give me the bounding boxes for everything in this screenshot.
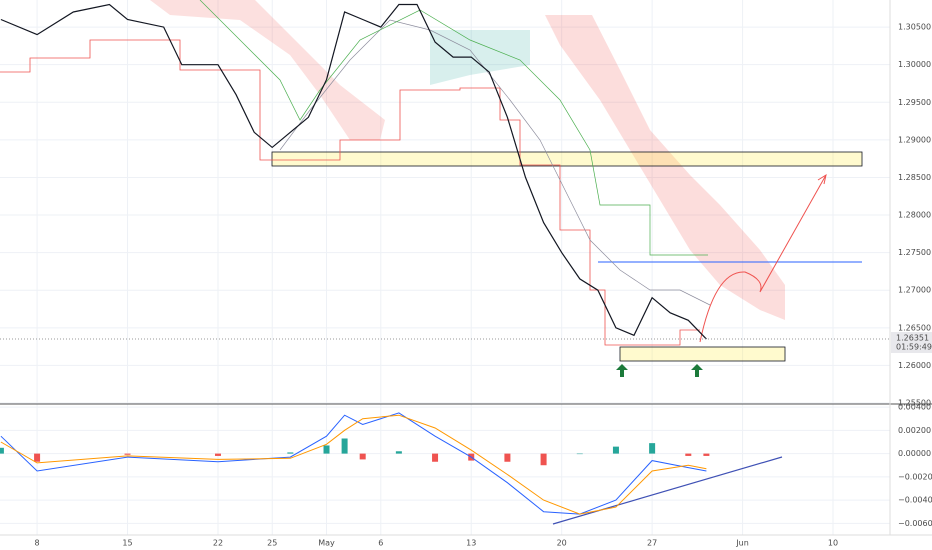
x-tick-label: 6: [378, 539, 383, 548]
tenkan-line: [279, 19, 711, 306]
support-zone: [619, 346, 786, 362]
countdown-label: 01:59:49: [896, 343, 932, 352]
x-tick-label: 8: [35, 539, 40, 548]
y-tick-label: 1.30000: [898, 60, 931, 69]
x-tick-label: Jun: [735, 539, 749, 548]
histogram-bar: [649, 443, 656, 454]
histogram-bar: [0, 447, 4, 454]
resistance-zone: [271, 151, 863, 167]
y-tick-label: 1.28000: [898, 211, 931, 220]
y-tick-label: −0.00200: [898, 472, 932, 481]
projection-arrow: [699, 173, 827, 343]
drawings: [0, 0, 932, 536]
histogram-bar: [395, 451, 402, 454]
y-tick-label: 1.26000: [898, 361, 931, 370]
histogram-bar: [685, 453, 692, 456]
trend-line: [552, 456, 783, 525]
histogram-bar: [359, 453, 366, 460]
histogram-bar: [287, 452, 294, 454]
histogram-bar: [576, 453, 583, 455]
y-tick-label: 0.00000: [898, 449, 931, 458]
y-tick-label: 1.28500: [898, 173, 931, 182]
y-tick-label: 1.25500: [898, 399, 931, 408]
ichimoku-cloud: [150, 0, 385, 140]
y-tick-label: 0.00400: [898, 403, 931, 412]
y-tick-label: 1.30500: [898, 23, 931, 32]
macd-line: [0, 414, 707, 515]
histogram-bar: [703, 453, 710, 456]
grid: [0, 0, 890, 535]
histogram-bar: [341, 438, 348, 454]
y-tick-label: −0.00600: [898, 519, 932, 528]
x-tick-label: May: [318, 539, 335, 548]
ichimoku-cloud: [545, 15, 785, 320]
y-tick-label: 1.27500: [898, 248, 931, 257]
histogram-bar: [323, 445, 330, 454]
arrow-up: [691, 364, 703, 377]
histogram-bar: [124, 453, 131, 455]
macd-line: [0, 412, 707, 515]
x-tick-label: 13: [466, 539, 476, 548]
histogram-bar: [432, 453, 439, 462]
y-tick-label: 0.00200: [898, 426, 931, 435]
x-tick-label: 10: [828, 539, 838, 548]
histogram-bar: [214, 453, 221, 456]
x-tick-label: 15: [122, 539, 132, 548]
histogram-bar: [504, 453, 511, 462]
y-tick-label: 1.27000: [898, 286, 931, 295]
x-tick-label: 25: [267, 539, 277, 548]
y-tick-label: 1.29000: [898, 135, 931, 144]
y-tick-label: −0.00400: [898, 496, 932, 505]
arrow-up: [616, 364, 628, 377]
price-line: [0, 3, 707, 340]
chikou-line: [199, 0, 708, 256]
last-price-box: [891, 332, 932, 354]
x-tick-label: 20: [557, 539, 567, 548]
x-tick-label: 22: [213, 539, 223, 548]
histogram-bar: [540, 453, 547, 466]
last-price-label: 1.26351: [896, 334, 929, 343]
histogram-bar: [34, 453, 41, 462]
y-tick-label: 1.26500: [898, 323, 931, 332]
x-tick-label: 27: [647, 539, 657, 548]
y-tick-label: 1.29500: [898, 98, 931, 107]
ichimoku-cloud: [430, 30, 530, 85]
histogram-bar: [612, 446, 619, 454]
